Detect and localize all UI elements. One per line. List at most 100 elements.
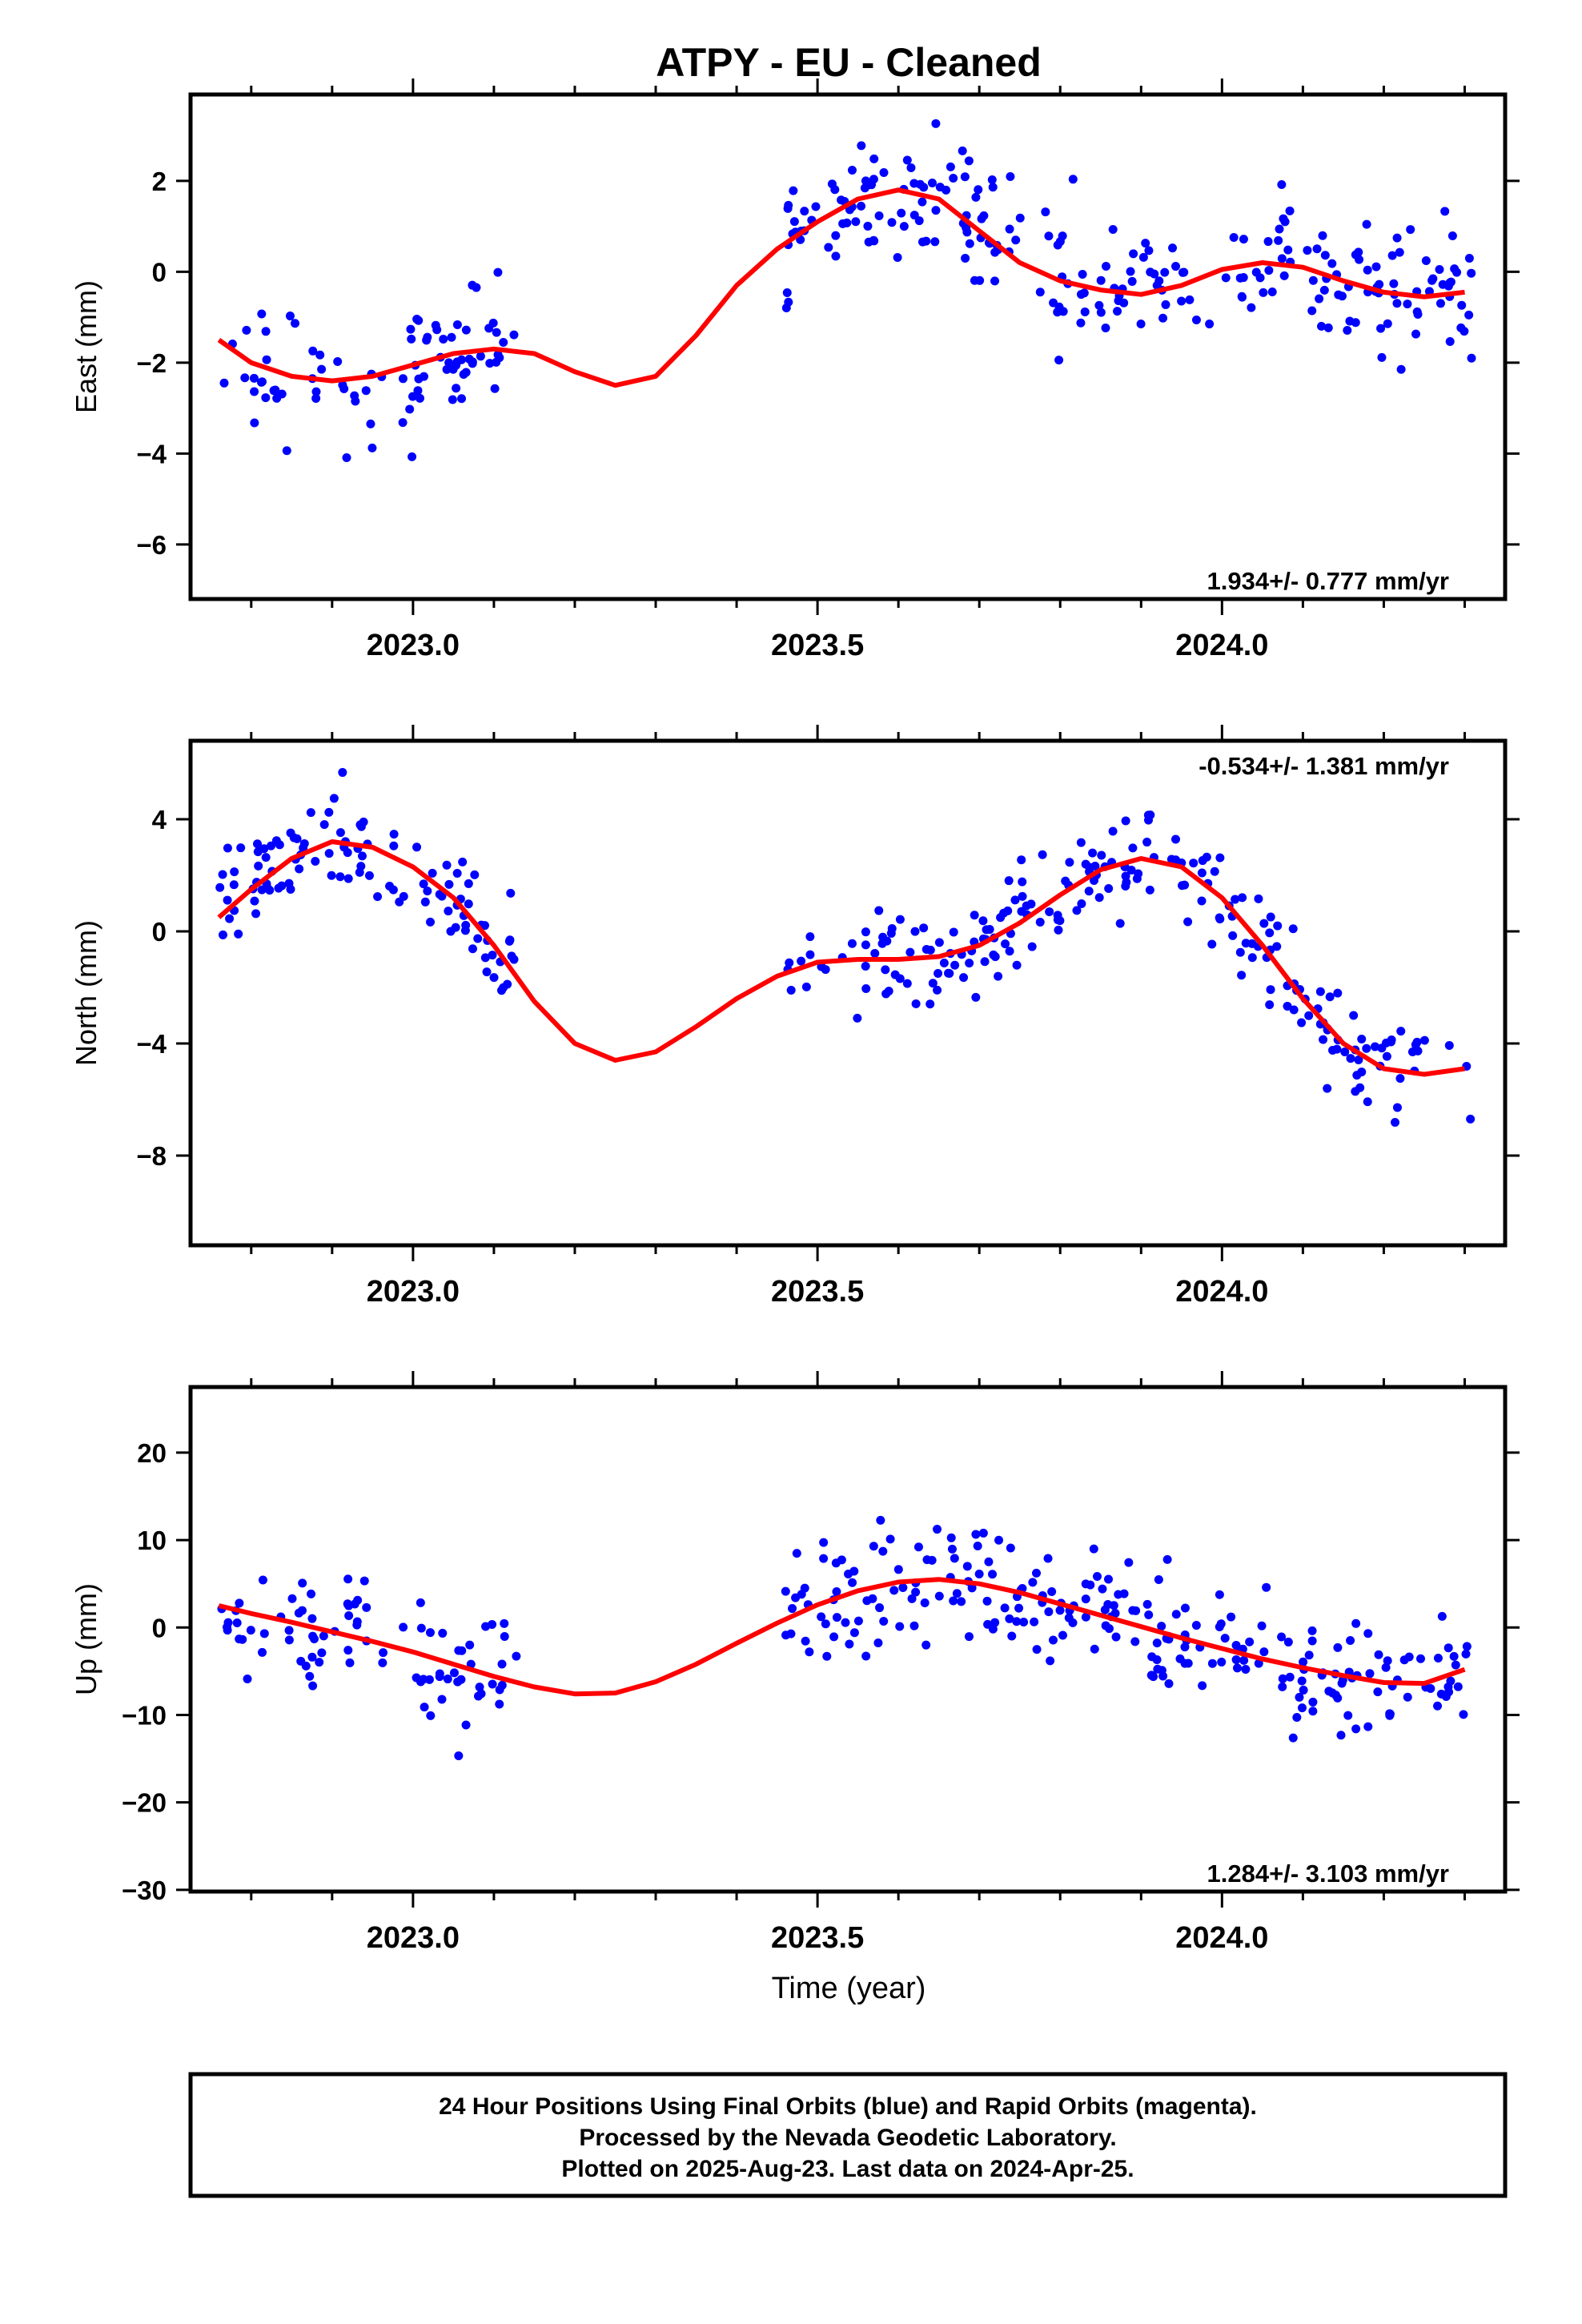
data-point [1229,232,1239,242]
data-point [1101,323,1110,332]
data-point [335,872,345,882]
data-point [1332,1044,1342,1054]
data-point [831,231,841,240]
data-point [444,907,453,916]
east-panel: 2023.0 2023.5 2024.0 2 0 −2 −4 −6 East (mm) 1.934… [70,78,1520,662]
data-point [1078,270,1087,279]
data-point [1440,207,1450,216]
data-point [1254,894,1263,903]
data-point [1017,855,1026,865]
data-point [965,239,974,248]
data-point [258,1647,267,1657]
data-point [250,896,259,906]
data-point [285,312,295,321]
data-point [934,1591,944,1601]
data-point [792,1549,801,1558]
data-point [911,999,921,1008]
data-point [258,1575,267,1585]
data-point [1111,1632,1121,1642]
data-point [344,1611,354,1621]
data-point [1452,267,1462,277]
x-tick-label: 2023.0 [367,1921,460,1955]
data-point [1264,266,1274,275]
data-point [482,967,492,977]
data-point [949,1596,958,1606]
data-point [927,178,937,187]
data-point [311,393,321,403]
data-point [423,887,432,896]
data-point [1215,915,1225,924]
data-point [1315,294,1324,304]
data-point [1076,290,1086,300]
data-point [343,1574,353,1584]
data-point [1210,866,1219,876]
data-point [920,1598,930,1607]
data-point [971,192,981,202]
data-point [259,844,269,854]
data-point [1207,939,1217,949]
data-point [950,960,960,970]
data-point [1357,1035,1367,1044]
data-point [1183,917,1193,927]
data-point [1043,1554,1053,1563]
data-point [448,364,458,374]
data-point [1333,1693,1343,1703]
data-point [1275,224,1284,234]
data-point [1197,896,1207,906]
plot-frame [188,738,1508,1248]
data-point [786,1629,796,1638]
data-point [490,384,500,393]
data-point [950,1554,959,1563]
data-point [1097,850,1106,860]
data-point [1297,1703,1307,1713]
data-point [327,870,336,880]
data-point [1373,1687,1383,1697]
data-point [1453,1682,1463,1691]
data-point [1363,1722,1373,1731]
data-point [1461,1649,1471,1659]
data-point [1058,1630,1067,1640]
y-tick-label: −20 [122,1788,167,1818]
data-point [311,856,320,866]
data-point [415,393,424,403]
data-point [1145,885,1154,895]
data-point [882,936,892,946]
data-point [1076,318,1086,328]
data-point [841,1618,850,1627]
y-tick-label: −2 [136,348,167,378]
data-point [505,935,515,945]
data-point [851,217,861,227]
data-point [879,1616,889,1626]
data-point [990,276,1000,286]
data-point [1238,893,1247,903]
data-point [853,1013,862,1023]
data-point [879,167,889,177]
data-point [250,387,259,396]
data-point [1041,207,1050,217]
data-point [1319,1035,1328,1044]
data-point [1443,1643,1453,1653]
data-point [1018,891,1027,901]
data-point [1019,1618,1029,1627]
data-point [1049,298,1058,308]
data-point [919,923,929,933]
data-point [1012,1617,1022,1626]
x-tick-label: 2023.0 [367,1275,460,1309]
data-point [229,880,239,890]
data-point [1340,1047,1350,1057]
data-point [343,1646,353,1655]
data-point [1323,1084,1332,1093]
data-point [317,1648,327,1658]
data-point [926,945,935,955]
data-point [1198,856,1207,866]
data-point [398,374,408,384]
data-point [974,185,983,195]
data-point [1144,246,1154,255]
data-point [1435,265,1444,275]
data-point [1255,273,1265,283]
data-point [1065,858,1074,867]
data-point [837,195,846,205]
data-point [1035,287,1045,297]
data-point [898,1582,908,1592]
data-point [449,1668,459,1678]
